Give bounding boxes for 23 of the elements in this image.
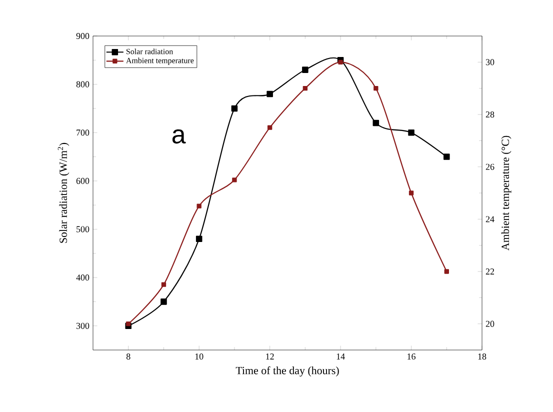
y-tick-label: 900 [76,32,90,40]
y2-tick-label: 20 [486,320,494,327]
y-tick-label: 300 [76,322,90,329]
y-axis-title: Solar radiation (W/m$^{2}$) [58,142,70,243]
y2-tick-label: 30 [486,59,494,66]
y-tick-label: 700 [76,130,90,136]
y-tick-label: 600 [76,178,90,184]
x-tick-label: 12 [266,354,274,360]
annotation: a [172,129,186,144]
y-tick-label: 400 [76,274,90,281]
x-tick-label: 10 [195,354,204,360]
y2-tick-label: 24 [486,216,494,222]
y2-tick-label: 28 [486,111,494,118]
x-tick-label: 14 [336,354,345,360]
y-tick-label: 800 [76,81,90,88]
x-tick-label: 16 [408,354,416,360]
y2-tick-label: 22 [486,268,494,274]
y2-tick-label: 26 [486,164,494,170]
y-tick-label: 500 [76,226,90,232]
x-tick-label: 8 [126,354,130,360]
x-tick-label: 18 [478,354,486,360]
y2-axis-title: Ambient temperature (°C) [501,136,512,250]
x-axis-title: Time of the day (hours) [236,366,339,376]
